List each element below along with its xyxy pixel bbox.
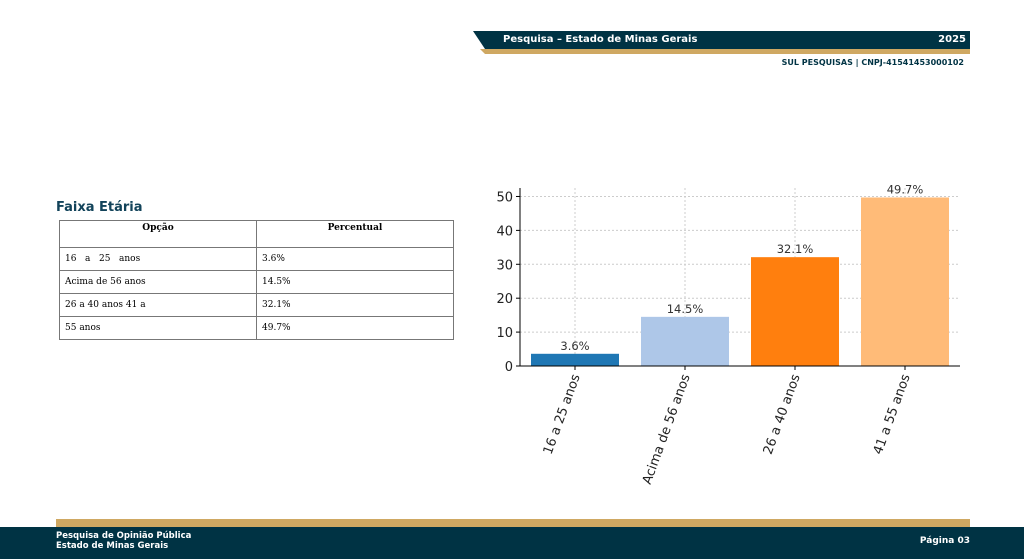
table-cell: 55 anos: [59, 316, 257, 340]
bar: [861, 197, 949, 366]
y-tick-label: 20: [496, 292, 513, 307]
data-label: 14.5%: [667, 302, 704, 316]
table-row: 55 anos 49.7%: [59, 316, 454, 340]
header-year: 2025: [938, 34, 966, 45]
bar-chart: 0 10 20 30 40 50 3.6% 16 a 25 anos 14.5% Acima de…: [496, 182, 960, 487]
footer-text: Pesquisa de Opinião Pública Estado de Min…: [56, 531, 191, 551]
header-bar: [473, 31, 970, 49]
data-label: 32.1%: [777, 242, 814, 256]
x-tick-label: 16 a 25 anos: [541, 372, 584, 457]
y-tick-label: 30: [496, 258, 513, 273]
data-table: Opção Percentual 16 a 25 anos 3.6% Acima d…: [59, 220, 454, 340]
x-tick-label: 41 a 55 anos: [871, 372, 914, 457]
table-cell: 14.5%: [256, 270, 454, 294]
footer-gold-stripe: [56, 519, 970, 527]
table-cell: Acima de 56 anos: [59, 270, 257, 294]
header-subtitle: SUL PESQUISAS | CNPJ-41541453000102: [781, 58, 964, 67]
x-tick-label: 26 a 40 anos: [761, 372, 804, 457]
header-title: Pesquisa – Estado de Minas Gerais: [503, 34, 698, 45]
table-cell: 49.7%: [256, 316, 454, 340]
x-tick-label: Acima de 56 anos: [640, 372, 694, 487]
table-row: 26 a 40 anos 41 a 32.1%: [59, 293, 454, 317]
table-row: 16 a 25 anos 3.6%: [59, 247, 454, 271]
y-tick-label: 40: [496, 224, 513, 239]
y-tick-label: 0: [505, 360, 513, 375]
section-title: Faixa Etária: [56, 200, 143, 215]
bar: [531, 353, 619, 366]
page-number: Página 03: [919, 536, 970, 546]
bar: [641, 316, 729, 366]
table-cell: 26 a 40 anos 41 a: [59, 293, 257, 317]
data-label: 3.6%: [560, 339, 589, 353]
table-row: Acima de 56 anos 14.5%: [59, 270, 454, 294]
data-label: 49.7%: [887, 182, 924, 196]
y-tick-label: 50: [496, 190, 513, 205]
bar: [751, 257, 839, 366]
footer-bar: [0, 527, 1024, 559]
header-gold-stripe: [480, 49, 970, 54]
y-tick-label: 10: [496, 326, 513, 341]
footer-line2: Estado de Minas Gerais: [56, 541, 169, 551]
footer-line1: Pesquisa de Opinião Pública: [56, 531, 192, 541]
